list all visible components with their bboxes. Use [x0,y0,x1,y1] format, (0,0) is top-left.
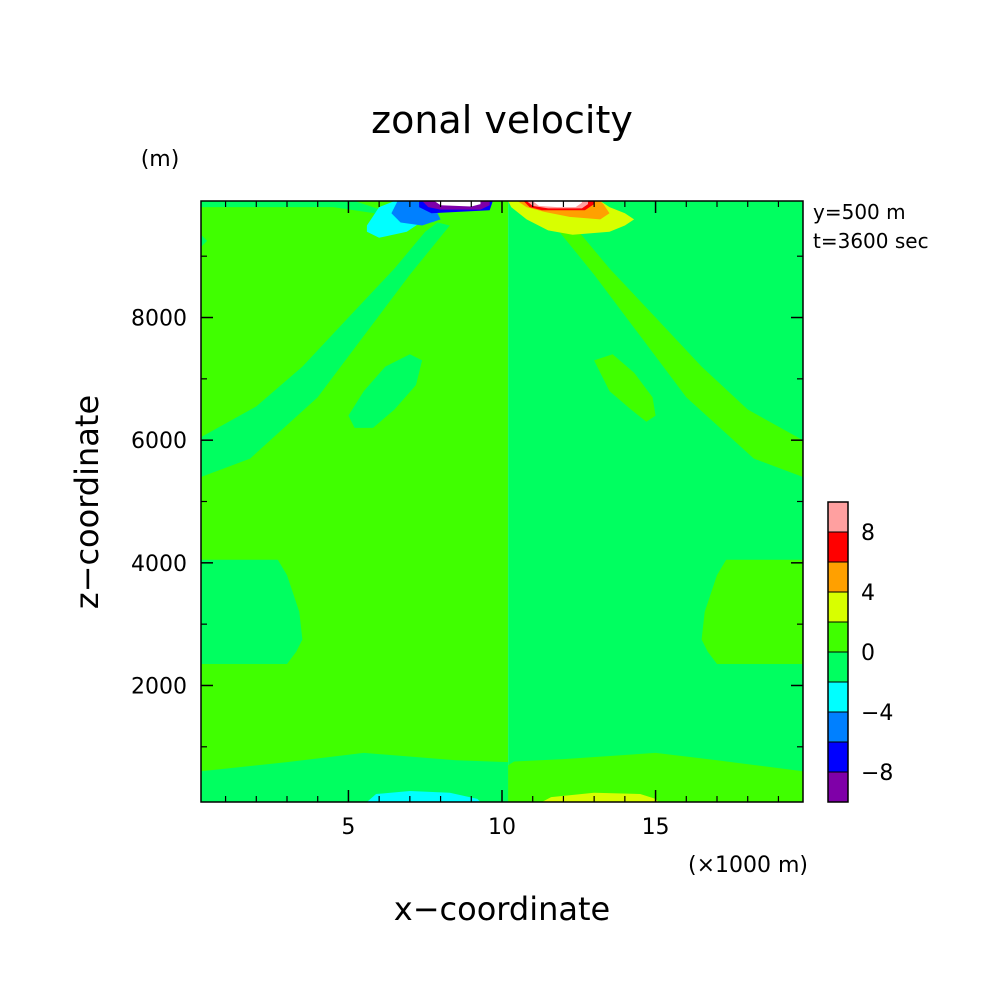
colorbar-swatch-2 [828,712,848,742]
annotation-time: t=3600 sec [813,229,929,253]
x-axis-label: x−coordinate [394,890,610,928]
colorbar-swatch-6 [828,592,848,622]
colorbar-label-0: −8 [861,761,893,786]
contour-region-7 [480,243,509,290]
x-tick-label-0: 5 [341,815,355,840]
colorbar-swatch-4 [828,652,848,682]
y-tick-label-2: 6000 [131,429,187,454]
y-tick-label-1: 4000 [131,552,187,577]
colorbar-swatch-1 [828,742,848,772]
contour-region-4 [348,354,423,428]
contour-region-8 [554,201,803,477]
x-tick-label-2: 15 [642,815,670,840]
colorbar-swatch-8 [828,532,848,562]
chart-title: zonal velocity [371,98,633,142]
y-axis-label: z−coordinate [68,395,106,609]
contour-region-0 [201,201,509,802]
contour-region-1 [508,201,803,802]
y-tick-label-0: 2000 [131,674,187,699]
annotation-y-position: y=500 m [813,200,906,224]
colorbar-swatch-9 [828,502,848,532]
contour-region-3 [201,201,435,223]
contour-region-10 [701,559,803,664]
contour-region-18 [434,201,481,207]
contour-fill-layer [201,201,803,802]
contour-region-6 [201,752,509,802]
colorbar-swatch-7 [828,562,848,592]
x-unit-label: (×1000 m) [688,853,808,878]
axis-ticks: 5 10 15 2000 4000 6000 8000 [131,201,803,840]
colorbar-label-1: −4 [861,701,893,726]
colorbar-label-4: 8 [861,521,875,546]
y-unit-label: (m) [141,147,180,172]
contour-region-5 [201,559,303,664]
colorbar-label-2: 0 [861,641,875,666]
colorbar-label-3: 4 [861,581,875,606]
contour-region-23 [532,201,582,208]
contour-region-9 [594,354,656,422]
colorbar-swatch-3 [828,682,848,712]
x-tick-label-1: 10 [488,815,516,840]
colorbar-frame [827,501,849,803]
colorbar-swatch-0 [828,772,848,802]
colorbar-swatch-5 [828,622,848,652]
contour-region-13 [541,792,659,802]
contour-region-11 [508,752,803,802]
contour-region-2 [201,201,450,477]
contour-region-12 [366,791,481,802]
colorbar: −8 −4 0 4 8 [827,501,893,803]
y-tick-label-3: 8000 [131,307,187,332]
